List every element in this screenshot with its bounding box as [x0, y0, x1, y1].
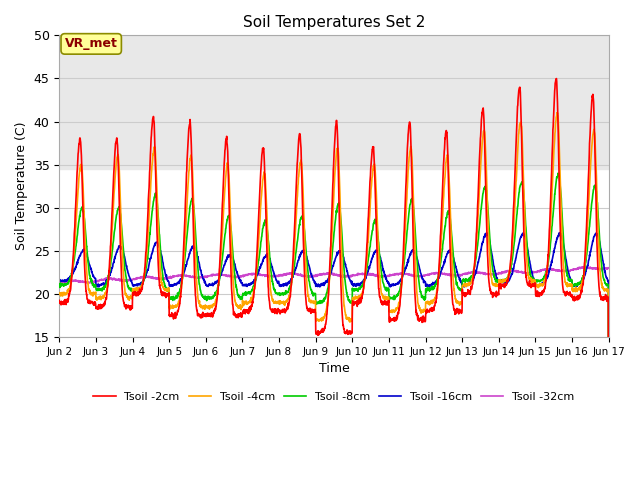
Tsoil -16cm: [556, 230, 563, 236]
Line: Tsoil -8cm: Tsoil -8cm: [60, 173, 609, 467]
Tsoil -32cm: [605, 265, 612, 271]
Tsoil -16cm: [362, 276, 369, 282]
Tsoil -8cm: [56, 283, 63, 288]
Bar: [60, 36, 609, 169]
Tsoil -32cm: [362, 271, 370, 277]
Tsoil -2cm: [556, 228, 564, 233]
Line: Tsoil -2cm: Tsoil -2cm: [60, 79, 609, 468]
Tsoil -8cm: [209, 294, 216, 300]
Tsoil -2cm: [350, 302, 358, 308]
Tsoil -4cm: [362, 269, 369, 275]
Line: Tsoil -16cm: Tsoil -16cm: [60, 233, 609, 467]
Tsoil -2cm: [552, 76, 560, 82]
Tsoil -2cm: [209, 314, 216, 320]
X-axis label: Time: Time: [319, 362, 349, 375]
Tsoil -4cm: [572, 287, 579, 293]
Tsoil -32cm: [56, 281, 63, 287]
Tsoil -16cm: [209, 280, 216, 286]
Tsoil -8cm: [350, 288, 358, 293]
Tsoil -4cm: [553, 110, 561, 116]
Tsoil -4cm: [493, 283, 501, 288]
Tsoil -8cm: [556, 183, 564, 189]
Tsoil -4cm: [605, 463, 612, 468]
Tsoil -2cm: [362, 264, 369, 269]
Tsoil -4cm: [350, 296, 358, 301]
Tsoil -4cm: [209, 303, 216, 309]
Tsoil -32cm: [556, 268, 564, 274]
Tsoil -16cm: [493, 277, 501, 283]
Line: Tsoil -32cm: Tsoil -32cm: [60, 267, 609, 284]
Legend: Tsoil -2cm, Tsoil -4cm, Tsoil -8cm, Tsoil -16cm, Tsoil -32cm: Tsoil -2cm, Tsoil -4cm, Tsoil -8cm, Tsoi…: [89, 388, 579, 407]
Y-axis label: Soil Temperature (C): Soil Temperature (C): [15, 122, 28, 251]
Tsoil -32cm: [494, 271, 502, 277]
Tsoil -8cm: [493, 278, 501, 284]
Tsoil -8cm: [554, 170, 562, 176]
Tsoil -8cm: [605, 464, 612, 469]
Tsoil -2cm: [56, 298, 63, 303]
Tsoil -32cm: [350, 272, 358, 278]
Tsoil -32cm: [583, 264, 591, 270]
Tsoil -4cm: [556, 179, 564, 184]
Tsoil -2cm: [605, 465, 612, 471]
Tsoil -32cm: [209, 272, 216, 278]
Title: Soil Temperatures Set 2: Soil Temperatures Set 2: [243, 15, 425, 30]
Line: Tsoil -4cm: Tsoil -4cm: [60, 113, 609, 466]
Tsoil -16cm: [572, 282, 579, 288]
Tsoil -4cm: [56, 290, 63, 296]
Tsoil -2cm: [572, 295, 579, 301]
Tsoil -16cm: [556, 231, 564, 237]
Text: VR_met: VR_met: [65, 37, 118, 50]
Tsoil -32cm: [56, 281, 63, 287]
Tsoil -16cm: [56, 277, 63, 283]
Tsoil -8cm: [362, 272, 369, 277]
Tsoil -16cm: [350, 282, 358, 288]
Tsoil -2cm: [493, 292, 501, 298]
Tsoil -8cm: [572, 283, 579, 288]
Tsoil -32cm: [572, 266, 579, 272]
Tsoil -16cm: [605, 464, 612, 470]
